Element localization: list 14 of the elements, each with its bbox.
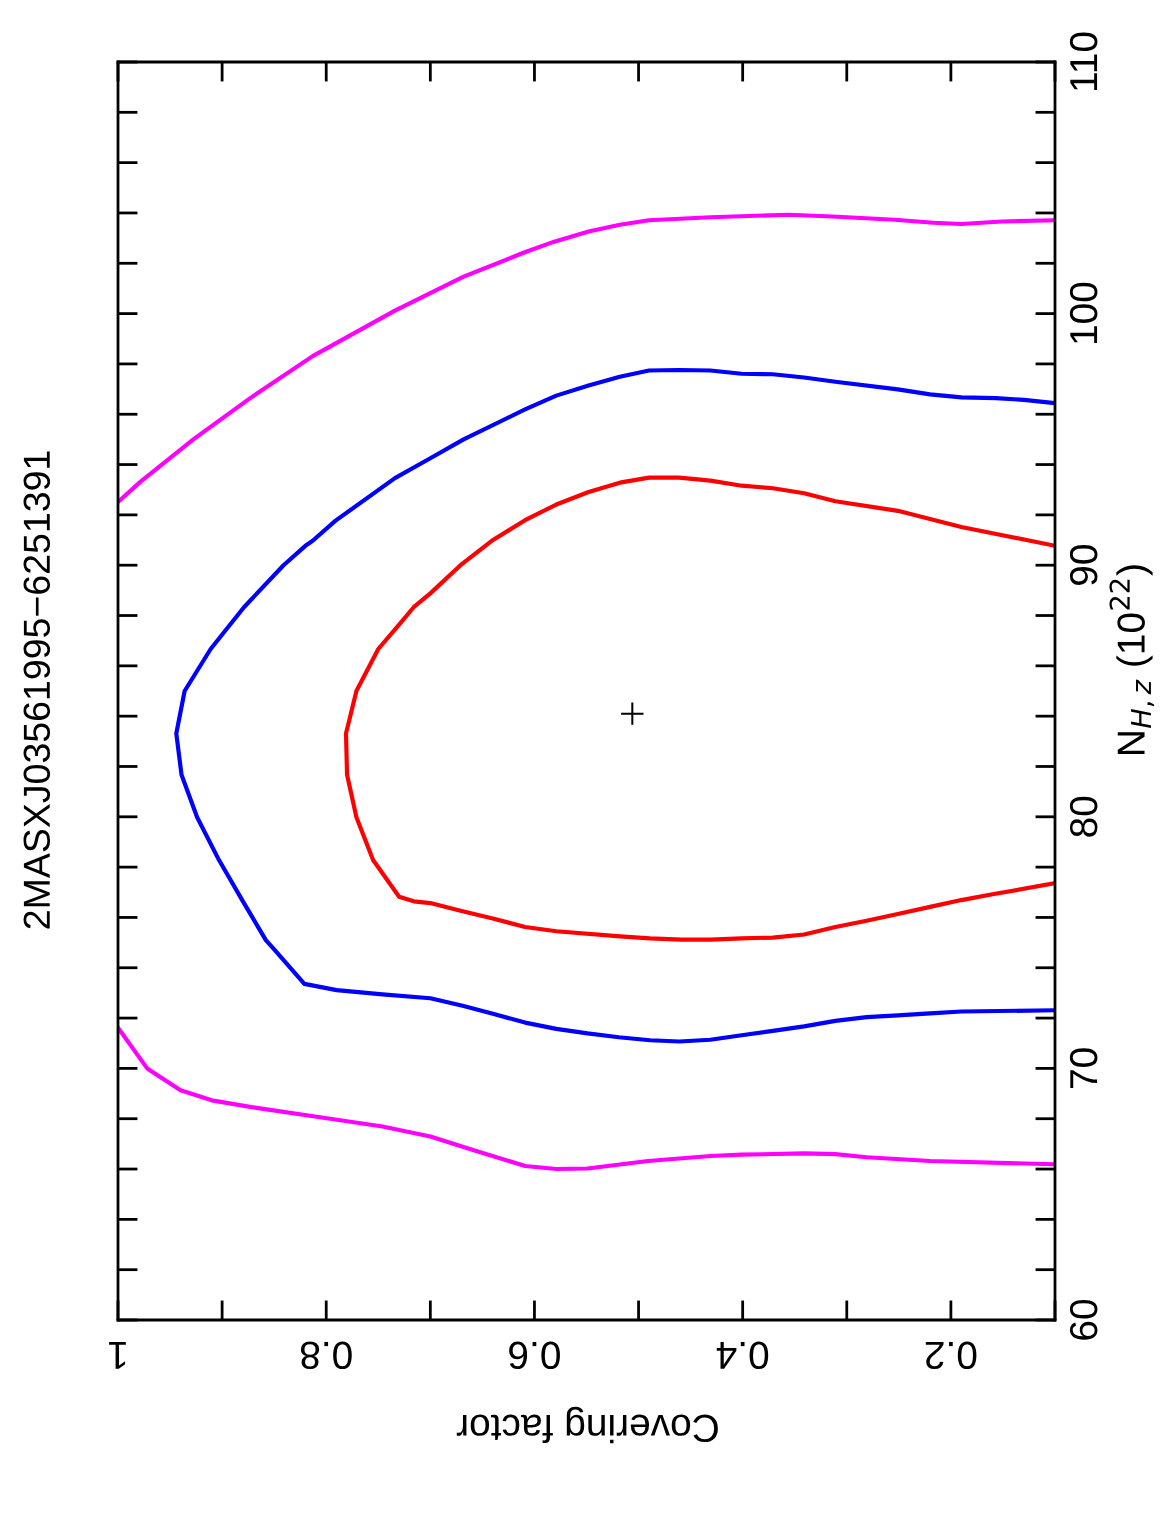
y-tick-label: 70 (1069, 1048, 1098, 1089)
x-axis-title: Covering factor (456, 1406, 718, 1444)
x-tick-label: 0.8 (300, 1341, 352, 1370)
x-tick-label: 0.2 (925, 1341, 977, 1370)
x-tick-label: 1 (109, 1341, 126, 1369)
text: 2MASXJ03561995−6251391 (23, 451, 51, 929)
y-tick-label: 100 (1069, 282, 1098, 344)
y-tick-label: 60 (1069, 1299, 1098, 1340)
x-tick-label: 0.4 (716, 1341, 769, 1370)
x-tick-label: 0.6 (509, 1341, 560, 1370)
y-tick-label: 90 (1069, 545, 1098, 585)
y-tick-label: 80 (1069, 796, 1098, 837)
y-tick-label: 110 (1069, 32, 1098, 91)
y-axis-title: N$_{H,z}$ (10$^{22}$) (1109, 565, 1155, 755)
